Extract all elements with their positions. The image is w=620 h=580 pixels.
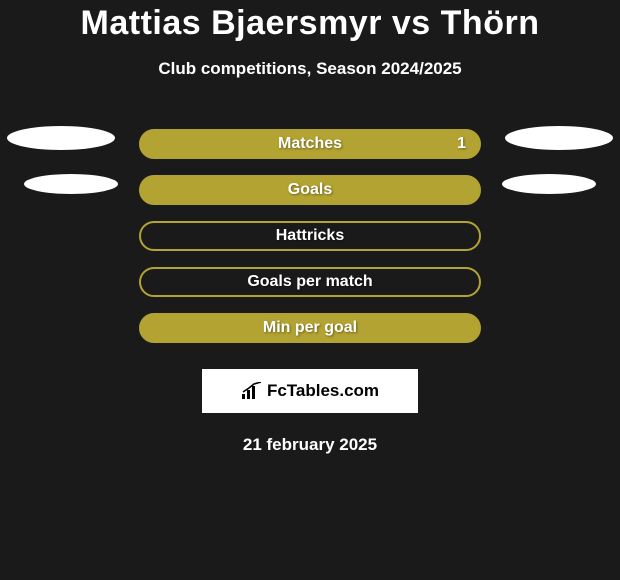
stat-label: Goals xyxy=(288,181,332,199)
left-value-ellipse xyxy=(24,174,118,194)
stat-row: Min per goal xyxy=(0,305,620,351)
left-value-ellipse xyxy=(7,126,115,150)
stat-bar: Matches 1 xyxy=(139,129,481,159)
stats-region: Matches 1 Goals Hattricks Goals per match Min… xyxy=(0,121,620,351)
right-value-ellipse xyxy=(502,174,596,194)
stat-label: Goals per match xyxy=(247,273,372,291)
right-value-ellipse xyxy=(505,126,613,150)
stat-bar: Min per goal xyxy=(139,313,481,343)
stat-bar: Goals xyxy=(139,175,481,205)
logo-text: FcTables.com xyxy=(267,381,379,401)
comparison-infographic: Mattias Bjaersmyr vs Thörn Club competit… xyxy=(0,0,620,580)
page-title: Mattias Bjaersmyr vs Thörn xyxy=(0,4,620,43)
stat-row: Matches 1 xyxy=(0,121,620,167)
competition-subtitle: Club competitions, Season 2024/2025 xyxy=(0,59,620,79)
stat-row: Goals per match xyxy=(0,259,620,305)
stat-bar: Hattricks xyxy=(139,221,481,251)
stat-label: Matches xyxy=(278,135,342,153)
chart-icon xyxy=(241,382,263,400)
snapshot-date: 21 february 2025 xyxy=(0,435,620,455)
stat-value-right: 1 xyxy=(457,135,466,153)
stat-row: Goals xyxy=(0,167,620,213)
stat-bar: Goals per match xyxy=(139,267,481,297)
stat-row: Hattricks xyxy=(0,213,620,259)
stat-label: Hattricks xyxy=(276,227,344,245)
stat-label: Min per goal xyxy=(263,319,357,337)
fctables-logo: FcTables.com xyxy=(202,369,418,413)
